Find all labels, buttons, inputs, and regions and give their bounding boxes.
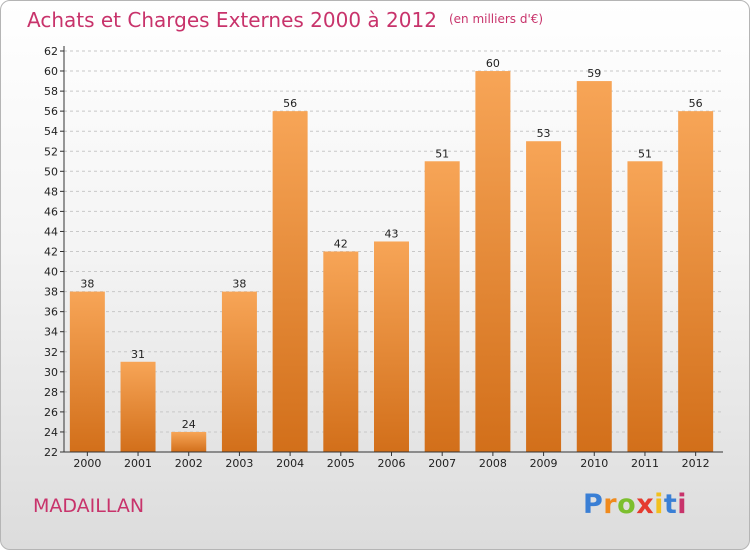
bar-2004 <box>272 111 308 453</box>
chart-title: Achats et Charges Externes 2000 à 2012 (e… <box>27 8 543 32</box>
x-tick-label-2005: 2005 <box>327 457 355 470</box>
y-tick-label: 34 <box>44 326 58 339</box>
value-label-2011: 51 <box>638 147 652 160</box>
bar-2002 <box>171 431 207 452</box>
bar-2003 <box>221 291 257 452</box>
y-tick-label: 44 <box>44 225 58 238</box>
x-tick-label-2001: 2001 <box>124 457 152 470</box>
y-tick-label: 46 <box>44 205 58 218</box>
x-tick-label-2003: 2003 <box>225 457 253 470</box>
x-tick-label-2008: 2008 <box>479 457 507 470</box>
y-tick-label: 56 <box>44 105 58 118</box>
value-label-2010: 59 <box>587 67 601 80</box>
y-tick-label: 52 <box>44 145 58 158</box>
y-tick-label: 36 <box>44 306 58 319</box>
y-tick-label: 26 <box>44 406 58 419</box>
x-tick-label-2007: 2007 <box>428 457 456 470</box>
value-label-2001: 31 <box>131 348 145 361</box>
value-label-2007: 51 <box>435 147 449 160</box>
x-tick-label-2004: 2004 <box>276 457 304 470</box>
bar-2006 <box>374 241 409 452</box>
value-label-2002: 24 <box>182 418 196 431</box>
y-tick-label: 40 <box>44 266 58 279</box>
y-tick-label: 62 <box>44 45 58 58</box>
place-name: MADAILLAN <box>33 495 145 517</box>
proxiti-logo[interactable]: Proxiti <box>583 489 688 520</box>
bar-2012 <box>678 111 714 453</box>
bar-2005 <box>323 251 359 452</box>
x-tick-label-2002: 2002 <box>175 457 203 470</box>
x-tick-label-2009: 2009 <box>530 457 558 470</box>
value-label-2000: 38 <box>80 278 94 291</box>
y-tick-label: 58 <box>44 85 58 98</box>
y-tick-label: 60 <box>44 65 58 78</box>
bar-2001 <box>120 361 156 452</box>
axes: 22 24 26 28 30 32 34 36 38 40 42 44 46 48 50 52 54 56 58 60… <box>44 45 723 470</box>
bar-2000 <box>69 291 105 452</box>
x-tick-label-2006: 2006 <box>378 457 406 470</box>
x-tick-label-2012: 2012 <box>682 457 710 470</box>
x-tick-label-2000: 2000 <box>73 457 101 470</box>
bar-2010 <box>576 81 612 452</box>
value-label-2005: 42 <box>334 238 348 251</box>
y-tick-label: 30 <box>44 366 58 379</box>
y-tick-label: 24 <box>44 426 58 439</box>
bars: 38 31 24 38 56 42 43 51 60 53 59 51 56 <box>69 57 714 453</box>
value-label-2008: 60 <box>486 57 500 70</box>
value-label-2009: 53 <box>537 127 551 140</box>
y-tick-label: 48 <box>44 185 58 198</box>
bar-2009 <box>526 141 562 452</box>
y-tick-label: 50 <box>44 165 58 178</box>
y-tick-label: 32 <box>44 346 58 359</box>
bar-2007 <box>424 161 460 452</box>
chart-unit: (en milliers d'€) <box>448 12 544 26</box>
x-tick-label-2011: 2011 <box>631 457 659 470</box>
y-tick-label: 42 <box>44 246 58 259</box>
y-tick-label: 38 <box>44 286 58 299</box>
x-tick-label-2010: 2010 <box>580 457 608 470</box>
bar-2008 <box>475 71 511 453</box>
y-tick-label: 28 <box>44 386 58 399</box>
y-tick-label: 54 <box>44 125 58 138</box>
value-label-2003: 38 <box>232 278 246 291</box>
value-label-2004: 56 <box>283 97 297 110</box>
y-tick-label: 22 <box>44 446 58 459</box>
value-label-2012: 56 <box>689 97 703 110</box>
bar-2011 <box>627 161 663 452</box>
chart-title-text: Achats et Charges Externes 2000 à 2012 <box>27 8 437 32</box>
value-label-2006: 43 <box>385 227 399 240</box>
